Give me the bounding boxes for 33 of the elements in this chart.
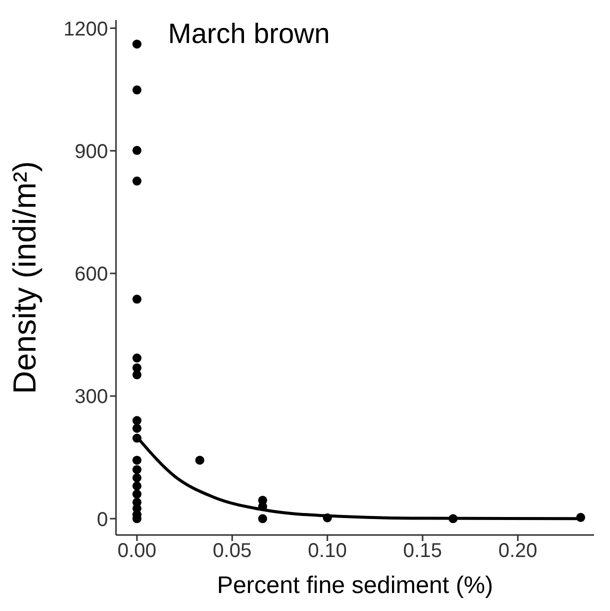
- chart-title: March brown: [168, 18, 330, 50]
- point: [132, 456, 142, 465]
- y-axis-title: Density (indi/m²): [6, 161, 42, 394]
- x-tick-label: 0.20: [498, 540, 538, 562]
- point: [322, 513, 332, 522]
- point: [132, 473, 142, 482]
- point: [132, 416, 142, 426]
- x-tick-label: 0.15: [403, 540, 442, 562]
- point: [195, 456, 204, 465]
- x-axis-title: Percent fine sediment (%): [216, 572, 494, 599]
- point: [132, 85, 142, 94]
- point: [576, 512, 586, 522]
- y-tick-label: 300: [74, 386, 108, 408]
- x-tick-label: 0.10: [308, 540, 347, 562]
- point: [132, 146, 142, 155]
- point: [132, 370, 142, 380]
- point: [132, 434, 142, 443]
- point: [132, 465, 142, 474]
- y-tick-label: 1200: [64, 18, 108, 40]
- point: [132, 424, 142, 433]
- point: [132, 40, 142, 49]
- point: [132, 354, 142, 363]
- point: [132, 490, 142, 499]
- x-tick-label: 0.05: [212, 540, 252, 562]
- point: [258, 514, 268, 524]
- y-tick-label: 0: [96, 508, 108, 531]
- x-tick-label: 0.00: [117, 540, 156, 562]
- point: [132, 294, 142, 304]
- y-tick-label: 900: [74, 140, 108, 163]
- point: [448, 514, 458, 524]
- point: [132, 481, 142, 490]
- point: [132, 176, 142, 186]
- y-tick-label: 600: [74, 264, 108, 286]
